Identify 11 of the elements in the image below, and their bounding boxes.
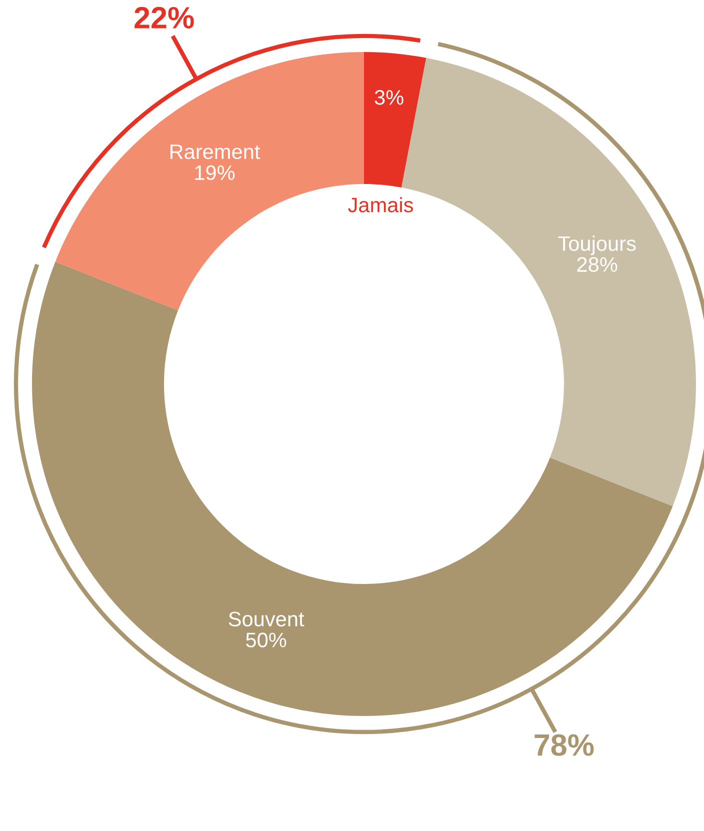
- slice-label: Toujours: [558, 236, 636, 256]
- slice-label: Jamais: [348, 197, 413, 212]
- data-label: 19%: [195, 165, 235, 180]
- data-label: 3%: [374, 90, 404, 105]
- slice-label: Souvent: [228, 612, 304, 626]
- data-label: 28%: [577, 257, 618, 272]
- text: 22%: [134, 6, 194, 28]
- data-label: 50%: [246, 632, 286, 648]
- text: 78%: [534, 734, 594, 756]
- slice-label: Rarement: [170, 144, 260, 160]
- donut-slice: [364, 52, 426, 188]
